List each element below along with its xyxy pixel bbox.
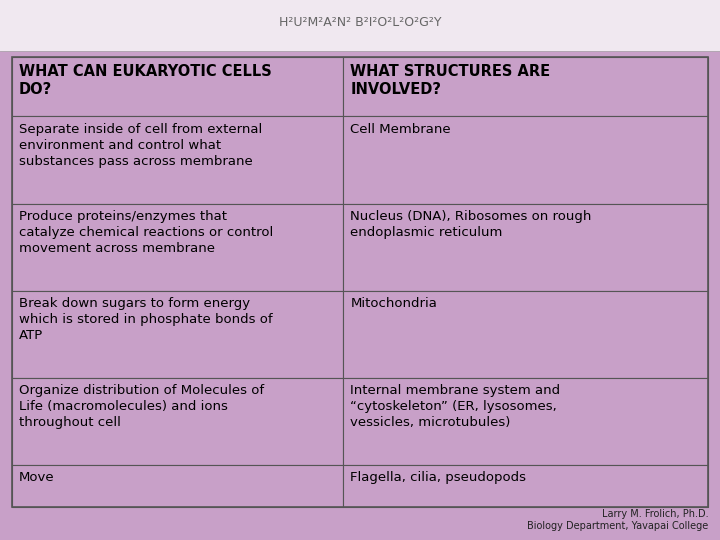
Bar: [343, 465, 708, 507]
Text: Internal membrane system and
“cytoskeleton” (ER, lysosomes,
vessicles, microtubu: Internal membrane system and “cytoskelet…: [351, 384, 561, 429]
Bar: [343, 377, 708, 465]
Text: Nucleus (DNA), Ribosomes on rough
endoplasmic reticulum: Nucleus (DNA), Ribosomes on rough endopl…: [351, 210, 592, 239]
Text: WHAT STRUCTURES ARE
INVOLVED?: WHAT STRUCTURES ARE INVOLVED?: [351, 64, 551, 97]
Text: Larry M. Frolich, Ph.D.
Biology Department, Yavapai College: Larry M. Frolich, Ph.D. Biology Departme…: [527, 509, 708, 531]
Bar: [12, 465, 343, 507]
Bar: [12, 57, 343, 117]
Bar: [12, 377, 343, 465]
Text: Mitochondria: Mitochondria: [351, 297, 437, 310]
Bar: [343, 57, 708, 117]
Text: Move: Move: [19, 471, 54, 484]
Bar: [12, 204, 343, 291]
Bar: [343, 204, 708, 291]
Text: Flagella, cilia, pseudopods: Flagella, cilia, pseudopods: [351, 471, 526, 484]
Text: Break down sugars to form energy
which is stored in phosphate bonds of
ATP: Break down sugars to form energy which i…: [19, 297, 272, 342]
Bar: [12, 117, 343, 204]
Text: Cell Membrane: Cell Membrane: [351, 123, 451, 136]
Bar: [12, 291, 343, 377]
Bar: [12, 57, 708, 507]
Text: Separate inside of cell from external
environment and control what
substances pa: Separate inside of cell from external en…: [19, 123, 262, 168]
Text: H²U²M²A²N² B²I²O²L²O²G²Y: H²U²M²A²N² B²I²O²L²O²G²Y: [279, 16, 441, 29]
Bar: [343, 117, 708, 204]
Text: Produce proteins/enzymes that
catalyze chemical reactions or control
movement ac: Produce proteins/enzymes that catalyze c…: [19, 210, 273, 255]
Text: WHAT CAN EUKARYOTIC CELLS
DO?: WHAT CAN EUKARYOTIC CELLS DO?: [19, 64, 271, 97]
Bar: [343, 291, 708, 377]
Text: Organize distribution of Molecules of
Life (macromolecules) and ions
throughout : Organize distribution of Molecules of Li…: [19, 384, 264, 429]
Bar: [0, 0, 720, 51]
